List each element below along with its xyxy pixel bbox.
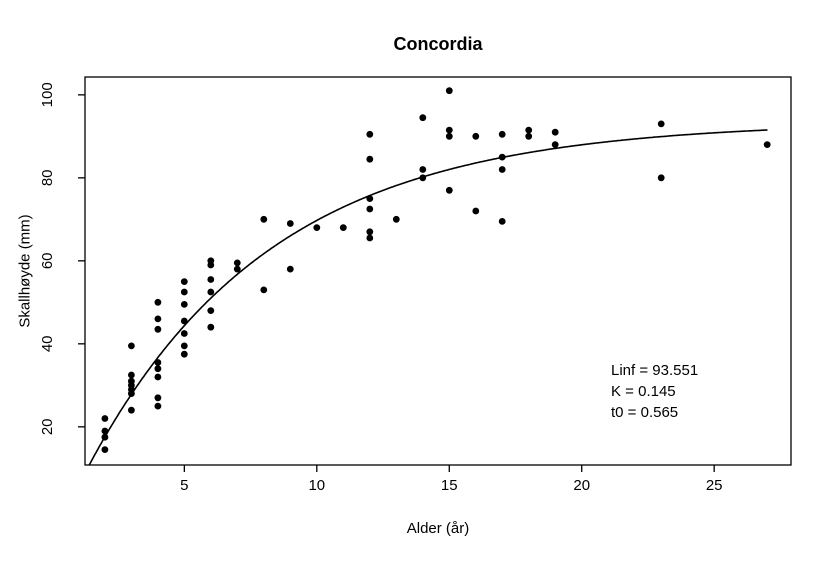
- data-point: [657, 174, 665, 182]
- data-point: [392, 215, 400, 223]
- data-point: [366, 228, 374, 236]
- data-point: [366, 234, 374, 242]
- data-point: [207, 288, 215, 296]
- y-tick-label: 100: [39, 82, 56, 107]
- x-axis-label: Alder (år): [406, 520, 470, 537]
- data-point: [657, 120, 665, 128]
- y-tick-label: 20: [39, 418, 56, 435]
- data-point: [498, 166, 506, 173]
- data-point: [180, 350, 188, 358]
- y-tick-label: 80: [39, 169, 56, 186]
- data-point: [233, 265, 241, 273]
- data-point: [472, 207, 480, 215]
- data-point: [101, 446, 109, 453]
- data-point: [101, 415, 109, 422]
- data-point: [233, 259, 241, 267]
- data-point: [180, 301, 188, 308]
- data-point: [260, 215, 268, 223]
- data-point: [180, 278, 188, 285]
- data-point: [154, 315, 162, 323]
- data-point: [445, 186, 453, 194]
- y-tick-label: 60: [39, 252, 56, 269]
- data-point: [207, 323, 215, 331]
- data-point: [127, 371, 135, 379]
- data-point: [154, 365, 162, 373]
- data-point: [180, 330, 188, 337]
- data-point: [339, 224, 347, 232]
- data-point: [127, 342, 135, 350]
- x-tick-label: 20: [573, 477, 590, 494]
- data-point: [286, 265, 294, 273]
- x-tick-label: 15: [441, 477, 458, 494]
- data-point: [207, 261, 215, 269]
- x-tick-label: 25: [706, 477, 723, 494]
- data-point: [445, 87, 453, 95]
- data-point: [366, 205, 374, 213]
- y-tick-label: 40: [39, 335, 56, 352]
- data-point: [180, 288, 188, 296]
- data-point: [419, 166, 427, 173]
- data-point: [551, 128, 559, 136]
- fit-parameter-t0: t0 = 0.565: [611, 404, 679, 421]
- fitted-curve: [88, 129, 768, 466]
- data-point: [525, 132, 533, 140]
- fit-parameter-k: K = 0.145: [611, 383, 676, 400]
- data-point: [525, 126, 533, 134]
- data-point: [498, 130, 506, 138]
- data-point: [207, 307, 215, 314]
- fit-parameters: Linf = 93.551 K = 0.145 t0 = 0.565: [611, 360, 698, 423]
- data-point: [154, 373, 162, 381]
- y-axis-label: Skallhøyde (mm): [16, 214, 34, 328]
- data-point: [445, 132, 453, 140]
- data-point: [445, 126, 453, 134]
- data-point: [154, 325, 162, 333]
- data-point: [313, 224, 321, 232]
- data-point: [154, 298, 162, 306]
- x-tick-label: 10: [308, 477, 325, 494]
- data-point: [498, 218, 506, 225]
- data-point: [419, 114, 427, 122]
- data-point: [260, 286, 268, 294]
- plot-frame: [84, 76, 792, 466]
- data-point: [154, 402, 162, 410]
- chart-title: Concordia: [393, 34, 483, 54]
- data-point: [366, 130, 374, 138]
- data-point: [207, 276, 215, 283]
- data-point: [154, 394, 162, 402]
- data-point: [763, 141, 771, 149]
- data-point: [127, 406, 135, 414]
- x-tick-label: 5: [180, 477, 188, 494]
- data-point: [286, 220, 294, 227]
- data-point: [180, 342, 188, 350]
- fit-parameter-linf: Linf = 93.551: [611, 362, 699, 379]
- data-point: [551, 141, 559, 149]
- data-point: [472, 132, 480, 140]
- data-point: [366, 155, 374, 163]
